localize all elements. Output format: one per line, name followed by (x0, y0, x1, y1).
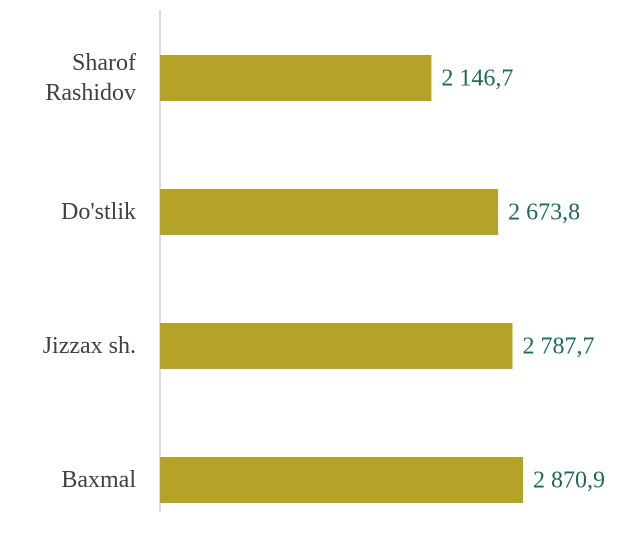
bar (160, 457, 523, 503)
bar (160, 189, 499, 235)
bar (160, 323, 513, 369)
bar (160, 55, 432, 101)
category-label: Sharof Rashidov (45, 50, 136, 106)
value-label: 2 787,7 (522, 334, 594, 360)
value-label: 2 673,8 (508, 200, 580, 226)
value-label: 2 146,7 (441, 66, 513, 92)
category-label: Do'stlik (61, 199, 136, 225)
value-label: 2 870,9 (533, 468, 605, 494)
category-label: Jizzax sh. (42, 333, 136, 359)
category-label: Baxmal (61, 467, 136, 493)
